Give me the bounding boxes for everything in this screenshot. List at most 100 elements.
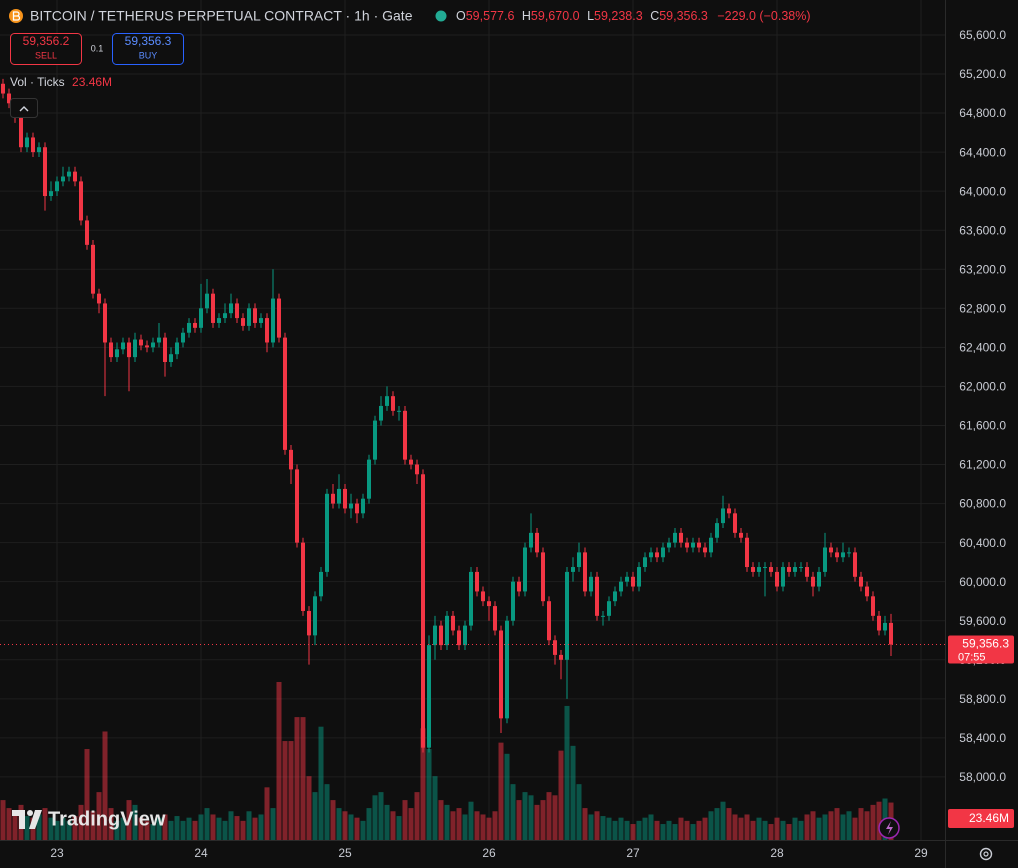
candle-body (703, 547, 707, 553)
candle-pane (0, 78, 945, 753)
volume-bar (648, 814, 654, 840)
volume-bar (210, 814, 216, 840)
candle-body (223, 313, 227, 319)
symbol-title: BITCOIN / TETHERUS PERPETUAL CONTRACT · … (30, 8, 413, 24)
brand-logo: TradingView (12, 808, 166, 830)
sell-text[interactable]: SELL (35, 50, 57, 60)
candle-body (475, 571, 479, 592)
volume-bar (264, 787, 270, 840)
candle-body (739, 532, 743, 538)
axis-labels: 58,000.058,400.058,800.059,200.059,600.0… (50, 28, 1014, 860)
y-tick-label: 62,400.0 (959, 341, 1006, 355)
volume-bar (558, 750, 564, 840)
volume-bar (96, 792, 102, 840)
y-tick-label: 60,000.0 (959, 575, 1006, 589)
candle-body (379, 405, 383, 421)
ohlc-value: 59,670.0 (531, 9, 580, 23)
candle-body (355, 503, 359, 514)
logo-v (29, 810, 42, 829)
lightning-icon[interactable] (886, 821, 893, 835)
candle-body (301, 542, 305, 611)
candle-body (499, 630, 503, 719)
volume-bar (540, 800, 546, 840)
candle-body (451, 615, 455, 631)
candle-body (877, 615, 881, 631)
candle-body (607, 601, 611, 616)
candle-body (331, 493, 335, 504)
candle-body (259, 318, 263, 323)
sell-box[interactable] (10, 33, 82, 65)
buy-price[interactable]: 59,356.3 (125, 34, 172, 48)
candle-body (319, 571, 323, 597)
volume-bar (294, 717, 300, 840)
candle-body (697, 542, 701, 548)
volume-bar (180, 820, 186, 840)
volume-bar (102, 731, 108, 840)
x-tick-label: 25 (338, 846, 352, 860)
candle-body (133, 339, 137, 358)
settings-icon[interactable] (979, 847, 993, 861)
candle-body (883, 622, 887, 631)
candle-body (445, 615, 449, 646)
collapse-box[interactable] (10, 98, 38, 118)
volume-bar (492, 811, 498, 840)
volume-bar (318, 726, 324, 840)
candle-body (109, 342, 113, 358)
buy-box[interactable] (112, 33, 184, 65)
candle-body (751, 567, 755, 572)
volume-bar (720, 801, 726, 840)
candle-body (373, 420, 377, 460)
volume-bar (378, 792, 384, 840)
volume-bar (156, 817, 162, 840)
collapse-button[interactable] (10, 98, 38, 118)
candle-body (187, 322, 191, 333)
buy-text[interactable]: BUY (139, 50, 158, 60)
grid (0, 0, 945, 840)
y-tick-label: 61,600.0 (959, 419, 1006, 433)
volume-bar (474, 811, 480, 840)
candle-body (559, 654, 563, 660)
volume-bar (486, 817, 492, 840)
buy-button[interactable]: 59,356.3 BUY (112, 33, 184, 65)
candle-body (91, 244, 95, 294)
volume-bar (672, 824, 678, 840)
candle-body (625, 576, 629, 582)
candle-body (403, 410, 407, 460)
candle-body (463, 625, 467, 646)
ohlc-legend: O59,577.6 H59,670.0 L59,238.3 C59,356.3 … (456, 9, 811, 23)
candle-body (679, 532, 683, 543)
volume-bar (258, 814, 264, 840)
volume-bar (150, 824, 156, 840)
candle-body (637, 567, 641, 587)
volume-bar (48, 817, 54, 840)
lightning-button[interactable] (878, 817, 900, 839)
candle-body (193, 322, 197, 328)
volume-bar (366, 808, 372, 840)
sell-button[interactable]: 59,356.2 SELL (10, 33, 82, 65)
candle-body (73, 171, 77, 182)
settings-button[interactable] (979, 847, 993, 861)
candle-body (505, 620, 509, 719)
sell-price[interactable]: 59,356.2 (23, 34, 70, 48)
volume-bar (606, 817, 612, 840)
x-tick-label: 27 (626, 846, 640, 860)
candle-body (865, 586, 869, 597)
y-tick-label: 58,400.0 (959, 731, 1006, 745)
logo-t (12, 810, 25, 829)
collapse-icon[interactable] (19, 106, 29, 112)
volume-bar (780, 820, 786, 840)
candle-body (727, 508, 731, 514)
brand-text: TradingView (48, 808, 166, 830)
volume-bar (240, 820, 246, 840)
candle-body (775, 571, 779, 587)
candle-body (829, 547, 833, 553)
volume-bar (348, 814, 354, 840)
settings-icon-core[interactable] (983, 851, 989, 857)
candle-body (565, 571, 569, 660)
candle-body (55, 181, 59, 192)
candle-body (247, 308, 251, 326)
candle-body (649, 552, 653, 558)
candle-body (199, 308, 203, 328)
